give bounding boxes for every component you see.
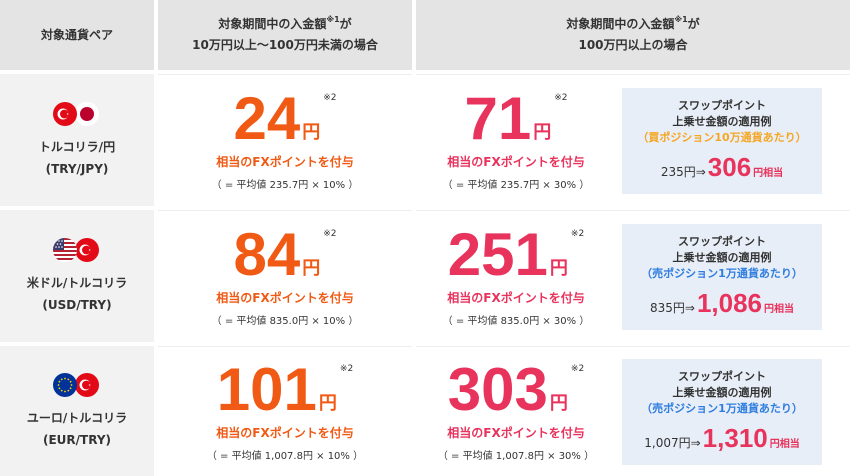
unit-label: 円	[549, 257, 568, 279]
point-desc: 相当のFXポイントを付与	[447, 425, 585, 440]
unit-label: 円	[318, 392, 337, 414]
turkey-flag-icon	[53, 102, 77, 126]
box-result: 1,310	[702, 423, 768, 453]
pair-flags	[51, 236, 103, 264]
point-value: 24	[233, 84, 301, 152]
box-condition: （売ポジション1万通貨あたり）	[641, 402, 803, 415]
pair-cell: 米ドル/トルコリラ (USD/TRY)	[0, 210, 154, 342]
point-calc: （ = 平均値 835.0円 × 10% ）	[211, 315, 359, 327]
note-mark: ※2	[339, 363, 354, 374]
point-calc: （ = 平均値 835.0円 × 30% ）	[442, 315, 590, 327]
pair-code: (EUR/TRY)	[43, 433, 111, 447]
pair-name: ユーロ/トルコリラ	[26, 411, 128, 425]
unit-label: 円	[549, 392, 568, 414]
point-desc: 相当のFXポイントを付与	[447, 154, 585, 169]
pair-cell: トルコリラ/円 (TRY/JPY)	[0, 74, 154, 206]
point-desc: 相当のFXポイントを付与	[216, 425, 354, 440]
pair-name: 米ドル/トルコリラ	[26, 276, 128, 290]
pair-code: (TRY/JPY)	[45, 162, 109, 176]
pair-cell: ユーロ/トルコリラ (EUR/TRY)	[0, 346, 154, 476]
eu-flag-icon	[53, 373, 77, 397]
arrow-icon: ⇒	[690, 436, 701, 450]
point-value: 71	[464, 84, 532, 152]
turkey-flag-icon	[75, 238, 99, 262]
high-deposit-cell: 71 円 ※2 相当のFXポイントを付与 （ = 平均値 235.7円 × 30…	[416, 74, 850, 206]
box-base: 1,007円	[644, 436, 691, 450]
note-mark: ※2	[323, 228, 337, 239]
point-calc: （ = 平均値 235.7円 × 10% ）	[211, 179, 359, 191]
arrow-icon: ⇒	[695, 165, 706, 179]
swap-example-box: スワップポイント 上乗せ金額の適用例 （売ポジション1万通貨あたり） 835円 …	[622, 223, 822, 330]
note-mark: ※2	[570, 363, 585, 374]
unit-label: 円	[533, 121, 552, 143]
box-result: 306	[707, 152, 752, 182]
point-value: 251	[447, 220, 548, 288]
note-mark: ※2	[323, 92, 337, 103]
usa-flag-icon	[53, 238, 77, 262]
header-high-deposit: 対象期間中の入金額※1が 100万円以上の場合	[416, 0, 850, 70]
point-desc: 相当のFXポイントを付与	[447, 290, 585, 305]
japan-flag-icon	[75, 102, 99, 126]
high-deposit-cell: 251 円 ※2 相当のFXポイントを付与 （ = 平均値 835.0円 × 3…	[416, 210, 850, 342]
header-pair: 対象通貨ペア	[0, 0, 154, 70]
box-condition: （買ポジション10万通貨あたり）	[637, 131, 807, 144]
turkey-flag-icon	[75, 373, 99, 397]
low-deposit-cell: 101 円 ※2 相当のFXポイントを付与 （ = 平均値 1,007.8円 ×…	[158, 346, 412, 476]
high-deposit-cell: 303 円 ※2 相当のFXポイントを付与 （ = 平均値 1,007.8円 ×…	[416, 346, 850, 476]
point-value: 101	[216, 355, 317, 423]
note-mark: ※2	[570, 228, 585, 239]
header-low-deposit: 対象期間中の入金額※1が 10万円以上〜100万円未満の場合	[158, 0, 412, 70]
point-calc: （ = 平均値 1,007.8円 × 10% ）	[206, 450, 364, 462]
pair-flags	[51, 100, 103, 128]
box-condition: （売ポジション1万通貨あたり）	[641, 267, 803, 280]
point-calc: （ = 平均値 1,007.8円 × 30% ）	[437, 450, 595, 462]
unit-label: 円	[302, 121, 321, 143]
swap-example-box: スワップポイント 上乗せ金額の適用例 （売ポジション1万通貨あたり） 1,007…	[622, 358, 822, 465]
pair-code: (USD/TRY)	[42, 298, 112, 312]
pair-flags	[51, 371, 103, 399]
point-value: 303	[447, 355, 548, 423]
box-base: 235円	[660, 165, 696, 179]
box-result: 1,086	[696, 288, 763, 318]
point-calc: （ = 平均値 235.7円 × 30% ）	[442, 179, 590, 191]
low-deposit-cell: 84 円 ※2 相当のFXポイントを付与 （ = 平均値 835.0円 × 10…	[158, 210, 412, 342]
pair-name: トルコリラ/円	[38, 140, 116, 154]
point-desc: 相当のFXポイントを付与	[216, 154, 354, 169]
low-deposit-cell: 24 円 ※2 相当のFXポイントを付与 （ = 平均値 235.7円 × 10…	[158, 74, 412, 206]
swap-example-box: スワップポイント 上乗せ金額の適用例 （買ポジション10万通貨あたり） 235円…	[622, 87, 822, 194]
box-base: 835円	[649, 301, 685, 315]
point-desc: 相当のFXポイントを付与	[216, 290, 354, 305]
arrow-icon: ⇒	[684, 301, 695, 315]
note-mark: ※2	[554, 92, 568, 103]
point-value: 84	[233, 220, 301, 288]
unit-label: 円	[302, 257, 321, 279]
